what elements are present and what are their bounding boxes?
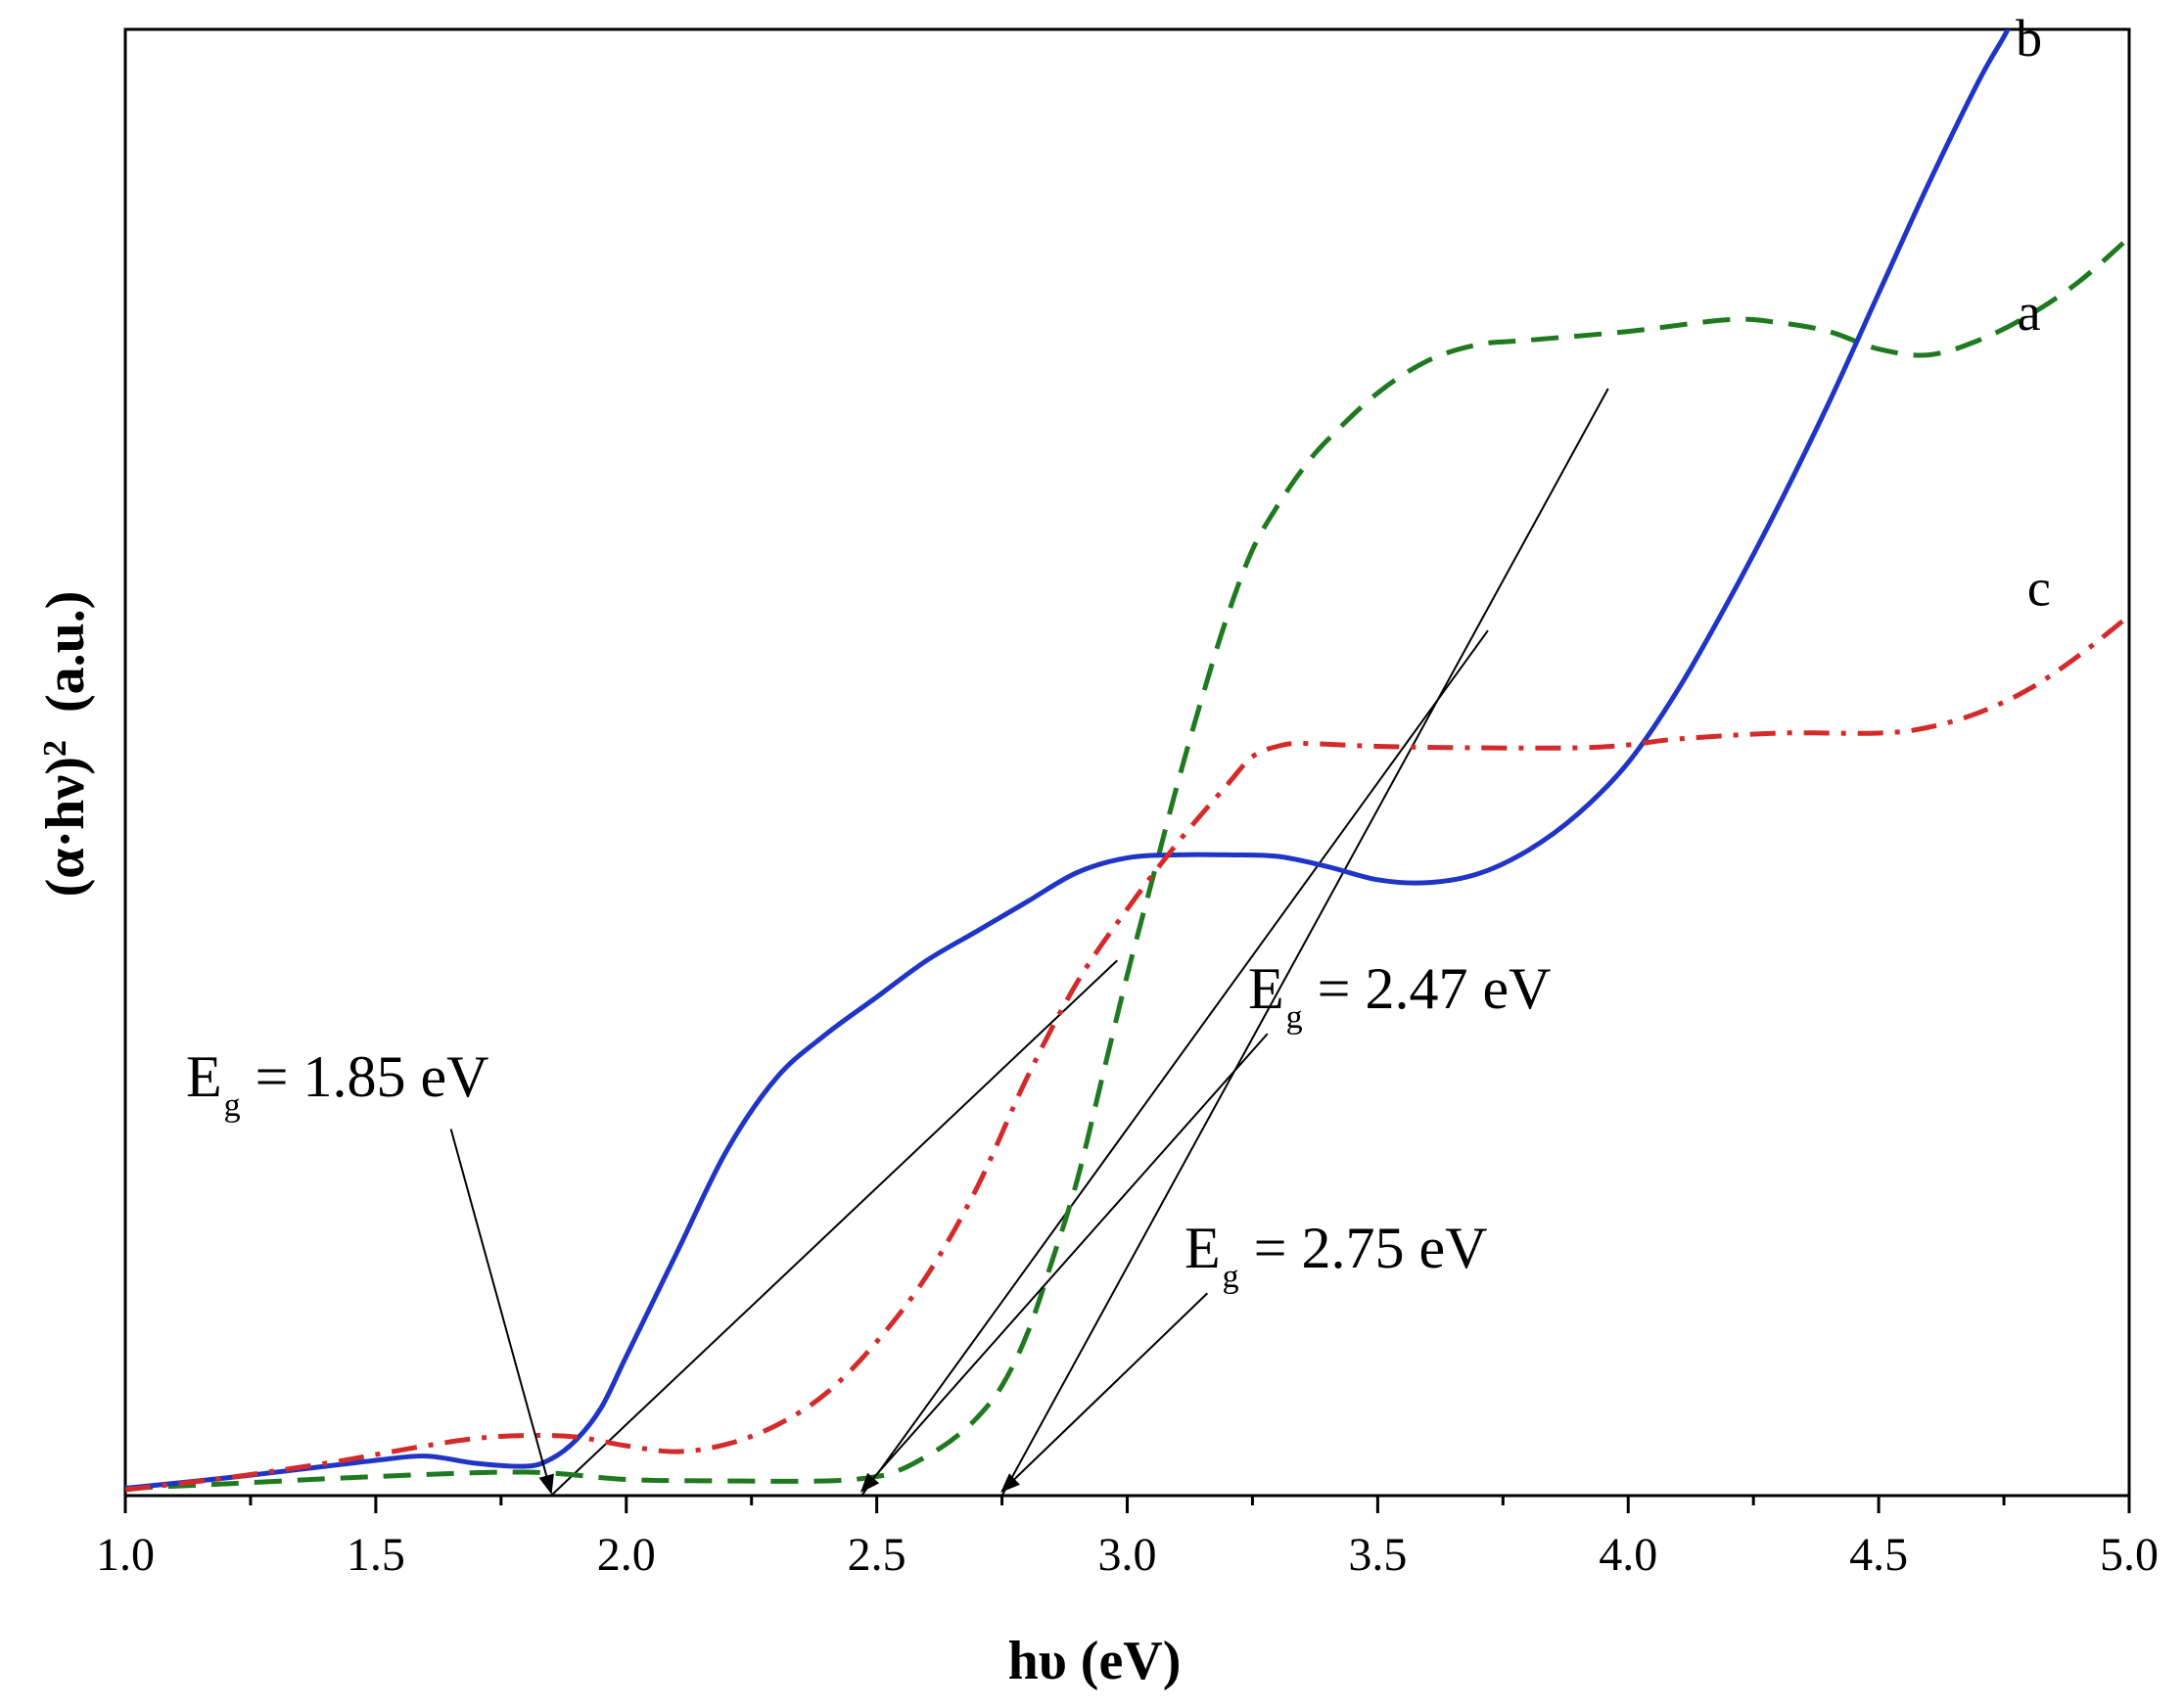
annotation-eg-2: Eg = 2.47 eV xyxy=(1248,959,1551,1035)
annotation-eg-3: Eg = 2.75 eV xyxy=(1184,1219,1487,1294)
x-tick-label: 3.5 xyxy=(1348,1529,1407,1581)
x-tick-label: 1.0 xyxy=(96,1529,155,1581)
annotation-eg-2-symbol: E xyxy=(1248,956,1284,1021)
tangent-line-3 xyxy=(1000,388,1609,1497)
x-tick-label: 2.5 xyxy=(848,1529,906,1581)
y-axis-title: (α·hν)2 (a.u.) xyxy=(35,591,96,898)
annotation-eg-1-value: = 1.85 eV xyxy=(240,1044,489,1109)
x-tick-label: 3.0 xyxy=(1098,1529,1157,1581)
x-tick-label: 5.0 xyxy=(2100,1529,2159,1581)
annotation-arrow-3 xyxy=(1000,1292,1209,1493)
annotation-eg-2-value: = 2.47 eV xyxy=(1302,956,1552,1021)
series-a-line xyxy=(125,235,2129,1491)
annotation-eg-3-sub: g xyxy=(1222,1259,1239,1296)
x-tick-label: 4.5 xyxy=(1849,1529,1908,1581)
x-tick-label: 2.0 xyxy=(597,1529,656,1581)
annotation-arrow-2 xyxy=(859,1033,1269,1494)
y-axis-title-sup: 2 xyxy=(37,740,73,757)
series-c-line xyxy=(125,614,2129,1493)
y-axis-title-unit: (a.u.) xyxy=(35,591,96,713)
curve-label-a: a xyxy=(2018,283,2041,342)
annotation-eg-3-value: = 2.75 eV xyxy=(1238,1216,1488,1280)
annotation-eg-1-sub: g xyxy=(223,1087,241,1125)
x-axis-title: hυ (eV) xyxy=(1008,1631,1182,1691)
tangent-line-2 xyxy=(860,629,1489,1497)
plot-frame xyxy=(123,27,2131,1498)
x-tick-label: 1.5 xyxy=(347,1529,405,1581)
tangent-line-1 xyxy=(550,959,1118,1497)
annotation-eg-3-symbol: E xyxy=(1184,1216,1221,1280)
x-tick-label: 4.0 xyxy=(1599,1529,1657,1581)
annotation-eg-1-symbol: E xyxy=(186,1044,222,1109)
curve-label-b: b xyxy=(2016,9,2042,68)
y-axis-title-main: (α·hν) xyxy=(35,757,96,897)
annotation-eg-2-sub: g xyxy=(1285,999,1303,1037)
annotation-eg-1: Eg = 1.85 eV xyxy=(186,1047,488,1123)
curve-label-c: c xyxy=(2027,559,2051,618)
series-b-line xyxy=(125,29,2011,1491)
annotation-arrow-1 xyxy=(449,1129,554,1495)
